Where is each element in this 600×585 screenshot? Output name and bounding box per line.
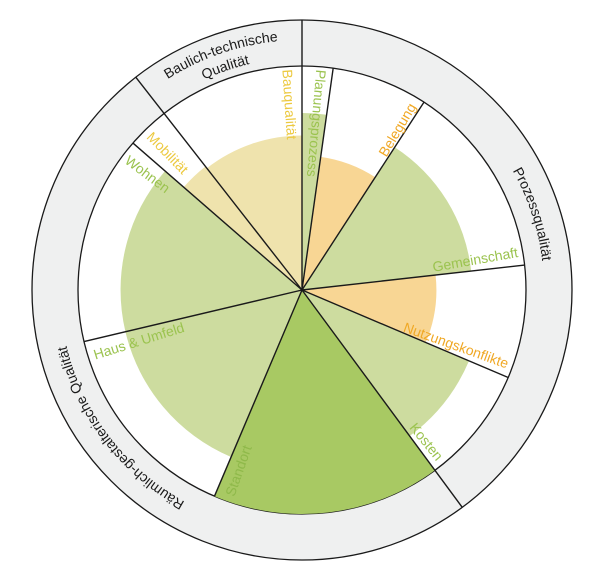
sector-divider-line [301, 264, 525, 291]
sector-nutzungskonflikte [302, 275, 437, 343]
sectors [120, 113, 472, 514]
sector-haus-umfeld [125, 290, 302, 458]
sector-wohnen [120, 170, 302, 332]
sector-bauqualitaet [206, 135, 302, 290]
sector-standort [214, 290, 435, 514]
group-divider-line [301, 289, 463, 508]
sector-dividers [83, 20, 525, 508]
sector-divider-line [301, 68, 334, 291]
sector-label-bauqualitaet: Bauqualität [279, 69, 300, 140]
sector-divider-line [301, 101, 425, 291]
sector-belegung [302, 156, 376, 290]
sector-divider-line [132, 142, 303, 291]
sector-divider-line [213, 289, 303, 497]
sector-mobilitaet [183, 166, 302, 290]
sector-divider-line [301, 289, 509, 379]
sector-divider-line [83, 289, 303, 343]
group-divider-line [135, 76, 303, 291]
sector-gemeinschaft [302, 147, 472, 290]
sector-kosten [302, 290, 470, 437]
